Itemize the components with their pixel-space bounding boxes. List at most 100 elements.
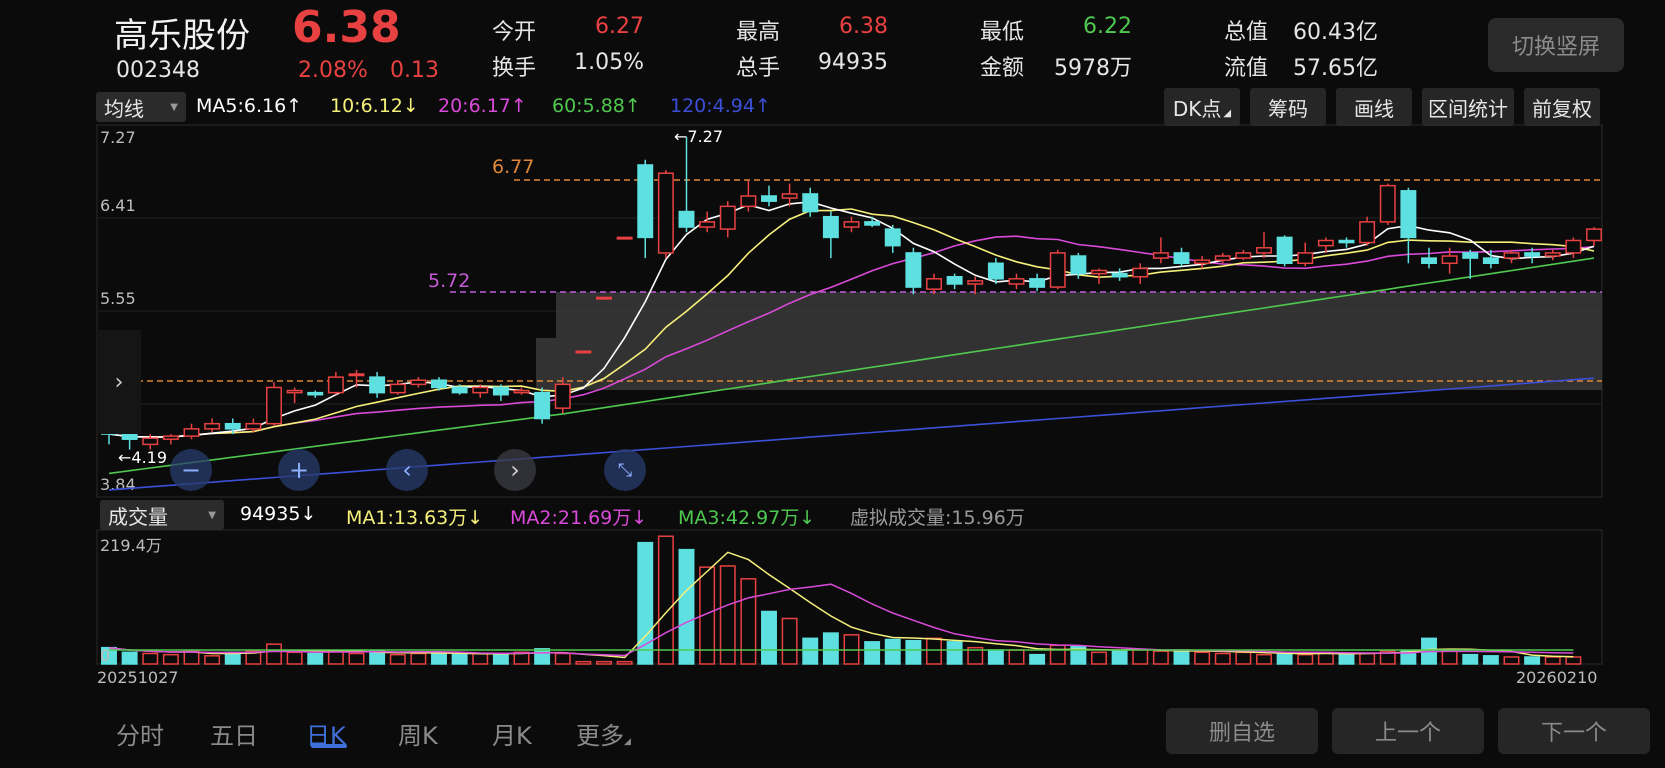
tab-weekly-k[interactable]: 周K (398, 722, 438, 750)
adjust-button[interactable]: 前复权 (1524, 88, 1600, 126)
scroll-left-button[interactable]: ‹ (386, 449, 428, 491)
open-label: 今开 (492, 20, 537, 45)
candle-body (534, 391, 551, 420)
candle-body (905, 252, 922, 288)
zoom-out-button[interactable]: − (170, 449, 212, 491)
switch-portrait-button[interactable]: 切换竖屏 (1488, 18, 1624, 72)
price-axis-tick: 3.84 (100, 475, 136, 494)
candle (1400, 187, 1417, 264)
volume-bar (410, 652, 427, 665)
dk-point-button[interactable]: DK点 ◢ (1164, 88, 1240, 126)
volume-bar (183, 650, 200, 665)
candle (946, 273, 963, 290)
candle-body (1297, 252, 1314, 265)
volume-bar (1359, 652, 1376, 665)
price-axis-tick: 5.55 (100, 289, 136, 308)
candle-body (719, 205, 736, 230)
volume-bar (596, 660, 612, 665)
candle-body (410, 379, 427, 386)
change-percent: 2.08% (298, 58, 368, 83)
expand-panel-handle[interactable]: › (97, 330, 141, 434)
volume-ma-lines (108, 551, 1574, 659)
candle (596, 296, 612, 300)
vol-ma2-line (108, 583, 1574, 657)
candle (761, 185, 777, 207)
volume-bar (142, 652, 159, 665)
candle-body (389, 383, 406, 394)
previous-stock-button[interactable]: 上一个 (1332, 708, 1484, 754)
tab-monthly-k[interactable]: 月K (492, 722, 532, 750)
candle-body (1379, 184, 1396, 223)
tab-more[interactable]: 更多◢ (576, 716, 631, 751)
volume-bar (1132, 649, 1149, 665)
volume-bar (245, 650, 262, 665)
volume-value: 94935 (818, 50, 888, 75)
volume-select[interactable]: 成交量 ▼ (100, 500, 224, 530)
candle (451, 384, 468, 395)
candle-body (1256, 246, 1272, 254)
candle (987, 258, 1004, 284)
candle-body (1235, 252, 1252, 259)
volume-bar (513, 651, 530, 665)
candle-body (554, 383, 571, 409)
candle (699, 211, 716, 233)
chips-button[interactable]: 筹码 (1250, 88, 1326, 126)
candle (1132, 263, 1149, 284)
candle-body (369, 376, 386, 394)
remove-watchlist-button[interactable]: 删自选 (1166, 708, 1318, 754)
ma-select[interactable]: 均线 ▼ (96, 92, 186, 122)
candle-body (987, 262, 1004, 280)
start-date: 20251027 (97, 668, 179, 687)
next-stock-button[interactable]: 下一个 (1498, 708, 1650, 754)
volume-bar (657, 535, 674, 665)
candle (637, 159, 654, 259)
draw-line-button[interactable]: 画线 (1336, 88, 1412, 126)
candle (162, 434, 179, 445)
scroll-right-button[interactable]: › (494, 449, 536, 491)
volume-bar (1091, 651, 1107, 665)
candle (1586, 227, 1602, 246)
volume-bar (616, 660, 633, 665)
candle (967, 276, 984, 295)
high-value: 6.38 (839, 14, 888, 39)
candle-body (1070, 255, 1087, 275)
high-mark-label: ←7.27 (674, 127, 723, 146)
candle (1462, 249, 1479, 279)
vol-ma1: MA1:13.63万↓ (346, 507, 484, 529)
candle (492, 384, 509, 401)
candle-body (884, 228, 901, 247)
volume-bar (286, 651, 303, 665)
volume-bar (266, 643, 282, 665)
candle (307, 390, 324, 398)
tab-five-day[interactable]: 五日 (210, 722, 258, 750)
candle (1091, 268, 1107, 284)
candle (1152, 237, 1169, 264)
volume-bar (967, 646, 984, 665)
tab-intraday[interactable]: 分时 (116, 722, 164, 750)
candle (575, 350, 592, 354)
range-stats-button[interactable]: 区间统计 (1422, 88, 1514, 126)
dk-point-label: DK点 (1172, 96, 1222, 121)
chevron-right-icon: › (114, 369, 124, 395)
candle (1070, 252, 1087, 279)
candle-body (1462, 252, 1479, 259)
candle-body (946, 275, 963, 285)
volume-bar (1379, 650, 1396, 665)
ma120-line (108, 377, 1595, 491)
candle (348, 369, 365, 388)
candle-body (327, 376, 344, 394)
zoom-in-button[interactable]: + (278, 449, 320, 491)
candle (616, 236, 633, 240)
plus-icon: + (288, 456, 310, 484)
candle-body (1317, 239, 1334, 247)
candle (884, 224, 901, 253)
candle-body (926, 278, 942, 290)
ma20-value: 20:6.17↑ (438, 95, 527, 117)
candle-body (348, 373, 365, 377)
volume-bar (1111, 650, 1128, 665)
candle (1008, 273, 1025, 290)
reset-zoom-button[interactable]: ⤡ (604, 449, 646, 491)
ma10-line (108, 208, 1595, 438)
candle-body (307, 391, 324, 396)
